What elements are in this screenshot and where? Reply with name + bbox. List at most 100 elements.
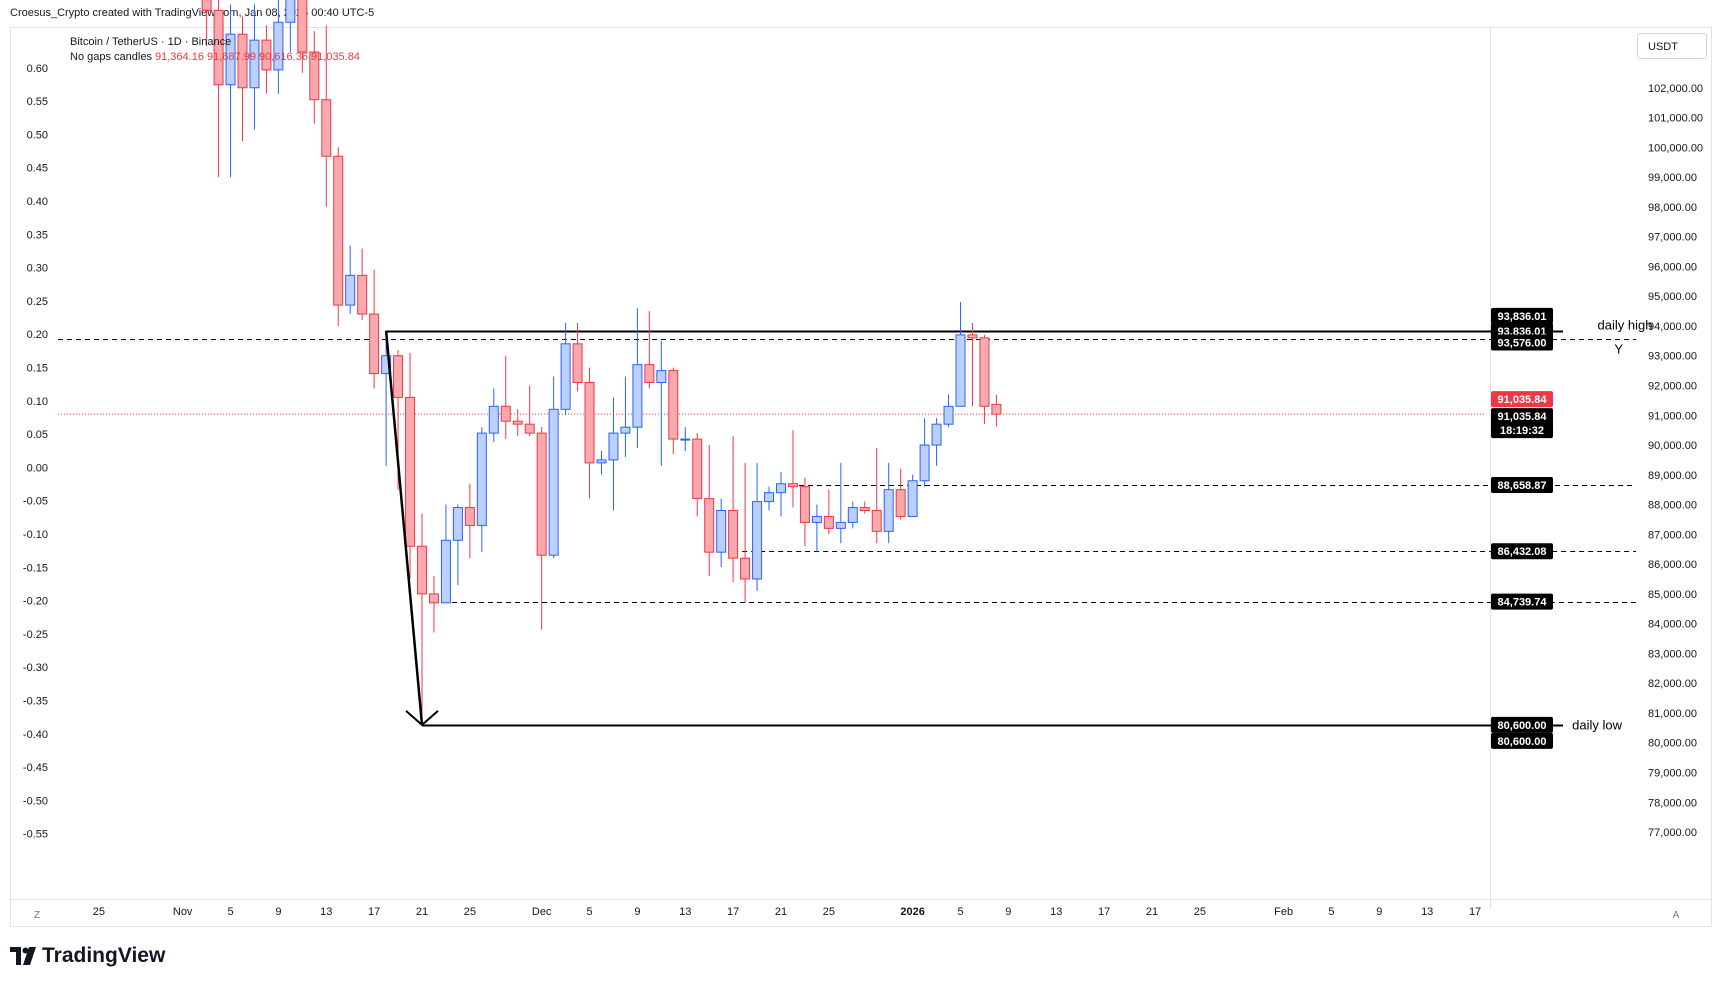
- candle-body: [907, 480, 918, 517]
- time-axis-tick: 25: [464, 906, 476, 918]
- candle-body: [536, 432, 547, 556]
- left-axis-tick: 0.55: [27, 96, 48, 108]
- price-tag: 93,836.01: [1498, 311, 1547, 323]
- currency-button[interactable]: USDT: [1637, 33, 1707, 59]
- time-axis-tick: 13: [679, 906, 691, 918]
- time-axis-tick: 17: [727, 906, 739, 918]
- right-axis-tick: 93,000.00: [1648, 351, 1697, 363]
- left-axis-tick: -0.10: [23, 529, 48, 541]
- candle-body: [500, 405, 511, 422]
- tradingview-logo-text: TradingView: [42, 944, 166, 967]
- right-axis-tick: 78,000.00: [1648, 797, 1697, 809]
- right-axis-tick: 79,000.00: [1648, 768, 1697, 780]
- left-axis-tick: 0.15: [27, 363, 48, 375]
- time-axis-tick: 5: [1328, 906, 1334, 918]
- drawings: [384, 330, 439, 727]
- candle-body: [835, 521, 846, 529]
- chart-credit: Croesus_Crypto created with TradingView.…: [10, 7, 375, 19]
- candle-body: [979, 337, 990, 407]
- time-axis-tick: 21: [416, 906, 428, 918]
- symbol-legend: Bitcoin / TetherUS · 1D · Binance No gap…: [70, 35, 360, 65]
- candle-body: [680, 438, 691, 441]
- candle-body: [692, 438, 703, 500]
- drop-arrow-line: [384, 330, 424, 725]
- time-axis-tick: 5: [957, 906, 963, 918]
- drop-arrow-head: [405, 710, 439, 727]
- right-price-axis[interactable]: 77,000.00 78,000.00 79,000.00 80,000.00 81,0…: [1490, 27, 1704, 909]
- time-axis-tick: 9: [1005, 906, 1011, 918]
- right-axis-tick: 89,000.00: [1648, 470, 1697, 482]
- candle-body: [871, 510, 882, 532]
- right-axis-tick: 100,000.00: [1648, 142, 1703, 154]
- candle-body: [309, 51, 320, 101]
- right-axis-tick: 99,000.00: [1648, 172, 1697, 184]
- candle-body: [787, 483, 798, 488]
- time-axis-tick: 25: [93, 906, 105, 918]
- time-axis-tick: 17: [1469, 906, 1481, 918]
- right-axis-tick: 83,000.00: [1648, 648, 1697, 660]
- left-axis-tick: 0.60: [27, 63, 48, 75]
- candle-body: [357, 274, 368, 315]
- level-price-tag: 84,739.74: [1498, 597, 1548, 609]
- level-price-tag-bg: [1491, 334, 1553, 351]
- candle-body: [883, 489, 894, 532]
- right-axis-tick: 101,000.00: [1648, 113, 1703, 125]
- candle-body: [512, 420, 523, 425]
- time-axis-tick: 13: [1421, 906, 1433, 918]
- candle-body: [417, 545, 427, 595]
- level-price-tag: 88,658.87: [1498, 480, 1547, 492]
- price-tag-bg: [1491, 732, 1553, 749]
- left-axis-tick: 0.45: [27, 163, 48, 175]
- time-axis-tick: Feb: [1274, 906, 1293, 918]
- ohlc-values: 91,364.16 91,687.99 90,616.36 91,035.84: [155, 51, 360, 63]
- right-axis-tick: 77,000.00: [1648, 827, 1697, 839]
- right-axis-tick: 96,000.00: [1648, 261, 1697, 273]
- candle-body: [656, 370, 667, 384]
- time-axis-tick: 25: [1194, 906, 1206, 918]
- candle-body: [572, 343, 583, 384]
- candle-body: [488, 405, 499, 434]
- left-axis-tick: -0.20: [23, 596, 48, 608]
- chart-frame: [10, 27, 1712, 927]
- right-axis-tick: 94,000.00: [1648, 321, 1697, 333]
- candle-body: [476, 432, 487, 526]
- left-axis-tick: -0.15: [23, 562, 48, 574]
- time-axis-tick: 5: [586, 906, 592, 918]
- last-price-tag: 91,035.84: [1498, 394, 1548, 406]
- auto-scale-button[interactable]: A: [1673, 910, 1680, 921]
- candle-body: [273, 21, 284, 71]
- candle-body: [345, 274, 356, 306]
- left-axis-tick: 0.50: [27, 129, 48, 141]
- left-axis-tick: 0.10: [27, 396, 48, 408]
- tradingview-logo: TradingView: [10, 942, 165, 970]
- right-axis-tick: 84,000.00: [1648, 619, 1697, 631]
- time-axis-tick: Nov: [173, 906, 193, 918]
- left-axis-tick: 0.35: [27, 229, 48, 241]
- candle-body: [261, 39, 272, 71]
- level-annotation: Y: [1614, 342, 1623, 357]
- left-axis-tick: -0.50: [23, 795, 48, 807]
- right-axis-tick: 82,000.00: [1648, 678, 1697, 690]
- left-axis-tick: -0.40: [23, 729, 48, 741]
- candle-body: [201, 0, 212, 11]
- time-axis-tick: 17: [1098, 906, 1110, 918]
- candle-body: [847, 507, 858, 523]
- candle-body: [584, 382, 595, 464]
- candle-body: [823, 515, 834, 529]
- candle-body: [716, 510, 727, 553]
- time-axis-tick: 21: [775, 906, 787, 918]
- level-price-tag-bg: [1491, 476, 1553, 493]
- time-axis[interactable]: 25 Nov 5 9 13 17 21 25 Dec 5 9 13 17 21 25 2026 5 9 13 17 21…: [10, 899, 1711, 922]
- price-tag-bg: [1491, 307, 1553, 324]
- candle-body: [452, 507, 463, 541]
- left-axis-tick: 0.20: [27, 329, 48, 341]
- candle-body: [764, 492, 775, 503]
- candle-body: [393, 355, 404, 398]
- time-axis-left-button[interactable]: Z: [34, 910, 40, 921]
- level-price-tag: 80,600.00: [1498, 720, 1547, 732]
- symbol-title: Bitcoin / TetherUS · 1D · Binance: [70, 36, 232, 48]
- candle-body: [213, 9, 224, 86]
- left-axis-tick: -0.05: [23, 496, 48, 508]
